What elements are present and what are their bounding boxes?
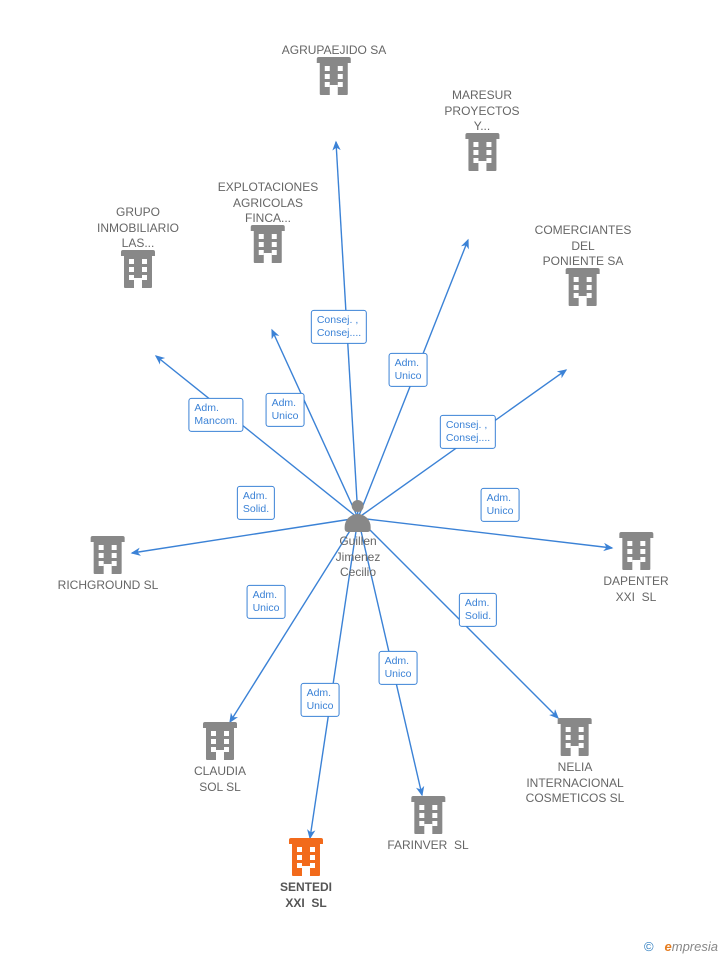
brand-initial: e: [665, 939, 672, 954]
company-label: CLAUDIA SOL SL: [194, 764, 246, 795]
company-label: DAPENTER XXI SL: [603, 574, 668, 605]
company-label: RICHGROUND SL: [58, 578, 159, 594]
building-icon: [317, 59, 351, 99]
company-node[interactable]: SENTEDI XXI SL: [280, 840, 332, 911]
company-node[interactable]: MARESUR PROYECTOS Y...: [444, 88, 519, 175]
company-node[interactable]: FARINVER SL: [387, 798, 468, 854]
company-label: COMERCIANTES DEL PONIENTE SA: [535, 223, 632, 270]
person-icon: [343, 500, 373, 534]
edge-label: Adm. Unico: [247, 585, 286, 619]
company-node[interactable]: GRUPO INMOBILIARIO LAS...: [97, 205, 179, 292]
building-icon: [566, 270, 600, 310]
building-icon: [251, 227, 285, 267]
company-label: FARINVER SL: [387, 838, 468, 854]
company-node[interactable]: EXPLOTACIONES AGRICOLAS FINCA...: [218, 180, 318, 267]
person-node[interactable]: Guillen Jimenez Cecilio: [336, 500, 381, 581]
company-label: NELIA INTERNACIONAL COSMETICOS SL: [526, 760, 625, 807]
company-label: EXPLOTACIONES AGRICOLAS FINCA...: [218, 180, 318, 227]
building-icon: [619, 534, 653, 574]
footer: © empresia: [644, 939, 718, 954]
edge-label: Adm. Solid.: [459, 593, 497, 627]
copyright-symbol: ©: [644, 939, 654, 954]
company-label: GRUPO INMOBILIARIO LAS...: [97, 205, 179, 252]
building-icon: [203, 724, 237, 764]
company-label: SENTEDI XXI SL: [280, 880, 332, 911]
building-icon: [465, 135, 499, 175]
edge-line: [132, 518, 358, 553]
company-node[interactable]: CLAUDIA SOL SL: [194, 724, 246, 795]
company-node[interactable]: NELIA INTERNACIONAL COSMETICOS SL: [526, 720, 625, 807]
company-node[interactable]: DAPENTER XXI SL: [603, 534, 668, 605]
edge-label: Adm. Unico: [481, 488, 520, 522]
building-icon: [411, 798, 445, 838]
person-label: Guillen Jimenez Cecilio: [336, 534, 381, 581]
company-label: MARESUR PROYECTOS Y...: [444, 88, 519, 135]
edge-label: Adm. Solid.: [237, 486, 275, 520]
edge-label: Adm. Unico: [266, 393, 305, 427]
company-node[interactable]: AGRUPAEJIDO SA: [282, 43, 386, 99]
edge-label: Adm. Mancom.: [188, 398, 243, 432]
brand-rest: mpresia: [672, 939, 718, 954]
edges-layer: [0, 0, 728, 960]
building-icon: [91, 538, 125, 578]
company-node[interactable]: COMERCIANTES DEL PONIENTE SA: [535, 223, 632, 310]
building-icon: [121, 252, 155, 292]
edge-label: Consej. , Consej....: [311, 310, 367, 344]
edge-label: Consej. , Consej....: [440, 415, 496, 449]
edge-label: Adm. Unico: [389, 353, 428, 387]
edge-line: [358, 518, 612, 548]
edge-label: Adm. Unico: [301, 683, 340, 717]
building-icon: [558, 720, 592, 760]
building-icon: [289, 840, 323, 880]
edge-label: Adm. Unico: [379, 651, 418, 685]
company-node[interactable]: RICHGROUND SL: [58, 538, 159, 594]
